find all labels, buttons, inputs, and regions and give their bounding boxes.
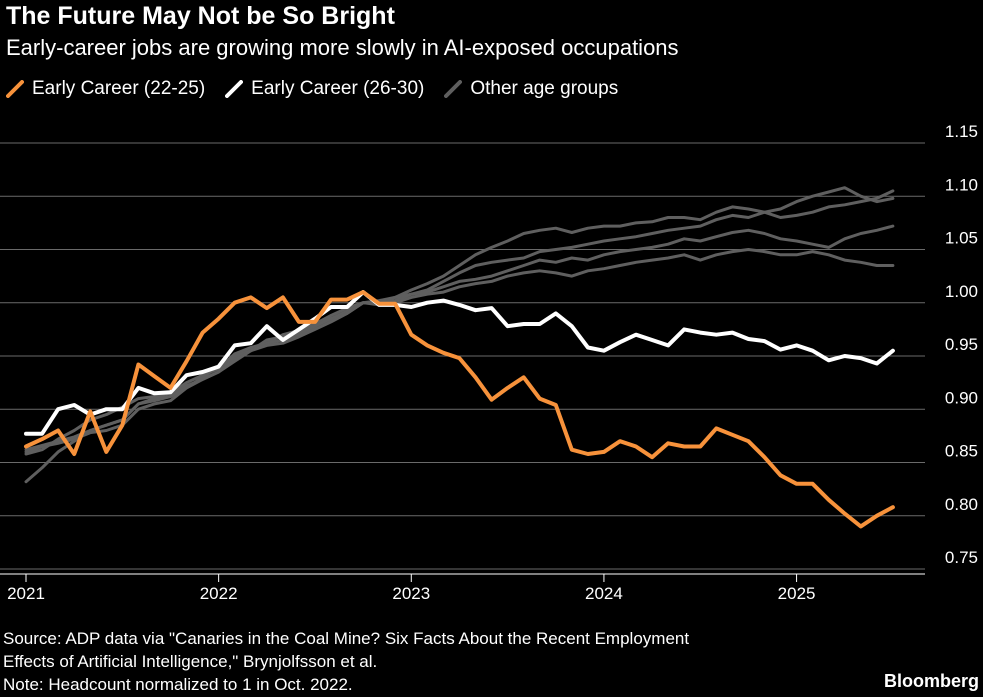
series-layer: [24, 186, 895, 529]
grid-layer: [0, 142, 925, 570]
y-tick-label: 1.00: [945, 282, 978, 301]
legend-item-early-career-26-30: Early Career (26-30): [225, 78, 424, 100]
y-tick-label: 1.15: [945, 122, 978, 141]
series-line-other-age-groups: [24, 189, 895, 456]
source-line-2: Effects of Artificial Intelligence," Bry…: [3, 652, 378, 671]
chart-subtitle: Early-career jobs are growing more slowl…: [6, 35, 679, 60]
y-tick-label: 0.80: [945, 495, 978, 514]
y-tick-label: 1.10: [945, 175, 978, 194]
note-line: Note: Headcount normalized to 1 in Oct. …: [3, 675, 353, 694]
legend-label: Early Career (22-25): [32, 78, 206, 99]
x-tick-label: 2021: [7, 584, 45, 603]
legend-item-early-career-22-25: Early Career (22-25): [6, 78, 205, 100]
series-line-other-age-groups: [24, 248, 895, 452]
y-tick-label: 1.05: [945, 229, 978, 248]
y-tick-label: 0.95: [945, 335, 978, 354]
y-tick-label: 0.90: [945, 388, 978, 407]
y-tick-label: 0.85: [945, 442, 978, 461]
legend-label: Other age groups: [470, 78, 619, 99]
chart-title: The Future May Not be So Bright: [6, 2, 395, 30]
x-tick-label: 2023: [392, 584, 430, 603]
legend-swatch-white-icon: [225, 80, 244, 98]
legend-swatch-gray-icon: [444, 80, 463, 98]
bloomberg-logo: Bloomberg: [883, 671, 979, 691]
chart-footer: Source: ADP data via "Canaries in the Co…: [3, 627, 689, 696]
series-line-other-age-groups: [24, 224, 895, 454]
legend-swatch-orange-icon: [6, 80, 24, 98]
axis-layer: 1.15 1.10 1.05 1.00 0.95 0.90 0.85 0.80 0.75 2021…: [0, 122, 978, 603]
chart-legend: Early Career (22-25) Early Career (26-30…: [6, 78, 638, 100]
legend-item-other-age-groups: Other age groups: [444, 78, 618, 100]
series-line-early-career-22-25: [24, 290, 895, 529]
legend-label: Early Career (26-30): [251, 78, 425, 99]
series-line-early-career-26-30: [24, 290, 895, 436]
source-line-1: Source: ADP data via "Canaries in the Co…: [3, 629, 690, 648]
x-tick-label: 2022: [200, 584, 238, 603]
x-tick-label: 2025: [778, 584, 816, 603]
y-tick-label: 0.75: [945, 548, 978, 567]
x-tick-label: 2024: [585, 584, 623, 603]
